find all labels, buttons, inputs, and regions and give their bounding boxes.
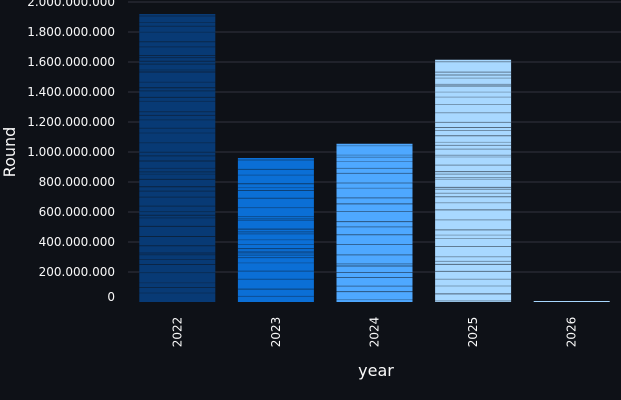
y-tick-label: 1.000.000.000 xyxy=(27,145,115,159)
x-tick-label: 2023 xyxy=(269,317,283,348)
y-tick-label: 400.000.000 xyxy=(39,235,115,249)
x-tick-label: 2026 xyxy=(565,317,579,348)
bar-2025 xyxy=(435,59,512,302)
bar-2022 xyxy=(139,14,216,302)
bar-2024 xyxy=(336,143,413,302)
y-tick-label: 200.000.000 xyxy=(39,265,115,279)
bar-2026 xyxy=(533,301,610,302)
y-axis-ticks: 0 200.000.000 400.000.000 600.000.000 800.00… xyxy=(27,0,115,304)
bar xyxy=(336,143,413,302)
bar xyxy=(533,301,610,302)
x-axis-ticks: 2022 2023 2024 2025 2026 xyxy=(170,317,578,348)
bar xyxy=(139,14,216,302)
bar-2023 xyxy=(237,158,314,302)
y-tick-label: 1.800.000.000 xyxy=(27,25,115,39)
x-tick-label: 2022 xyxy=(170,317,184,348)
x-axis-title: year xyxy=(358,361,394,380)
x-tick-label: 2025 xyxy=(466,317,480,348)
y-tick-label: 1.400.000.000 xyxy=(27,85,115,99)
bar xyxy=(435,59,512,302)
y-tick-label: 600.000.000 xyxy=(39,205,115,219)
y-tick-label: 2.000.000.000 xyxy=(27,0,115,9)
y-axis-title: Round xyxy=(0,127,19,178)
y-tick-label: 800.000.000 xyxy=(39,175,115,189)
bars xyxy=(139,14,610,302)
y-tick-label: 1.200.000.000 xyxy=(27,115,115,129)
y-tick-label: 1.600.000.000 xyxy=(27,55,115,69)
x-tick-label: 2024 xyxy=(368,317,382,348)
y-tick-label: 0 xyxy=(107,290,115,304)
bar xyxy=(237,158,314,302)
